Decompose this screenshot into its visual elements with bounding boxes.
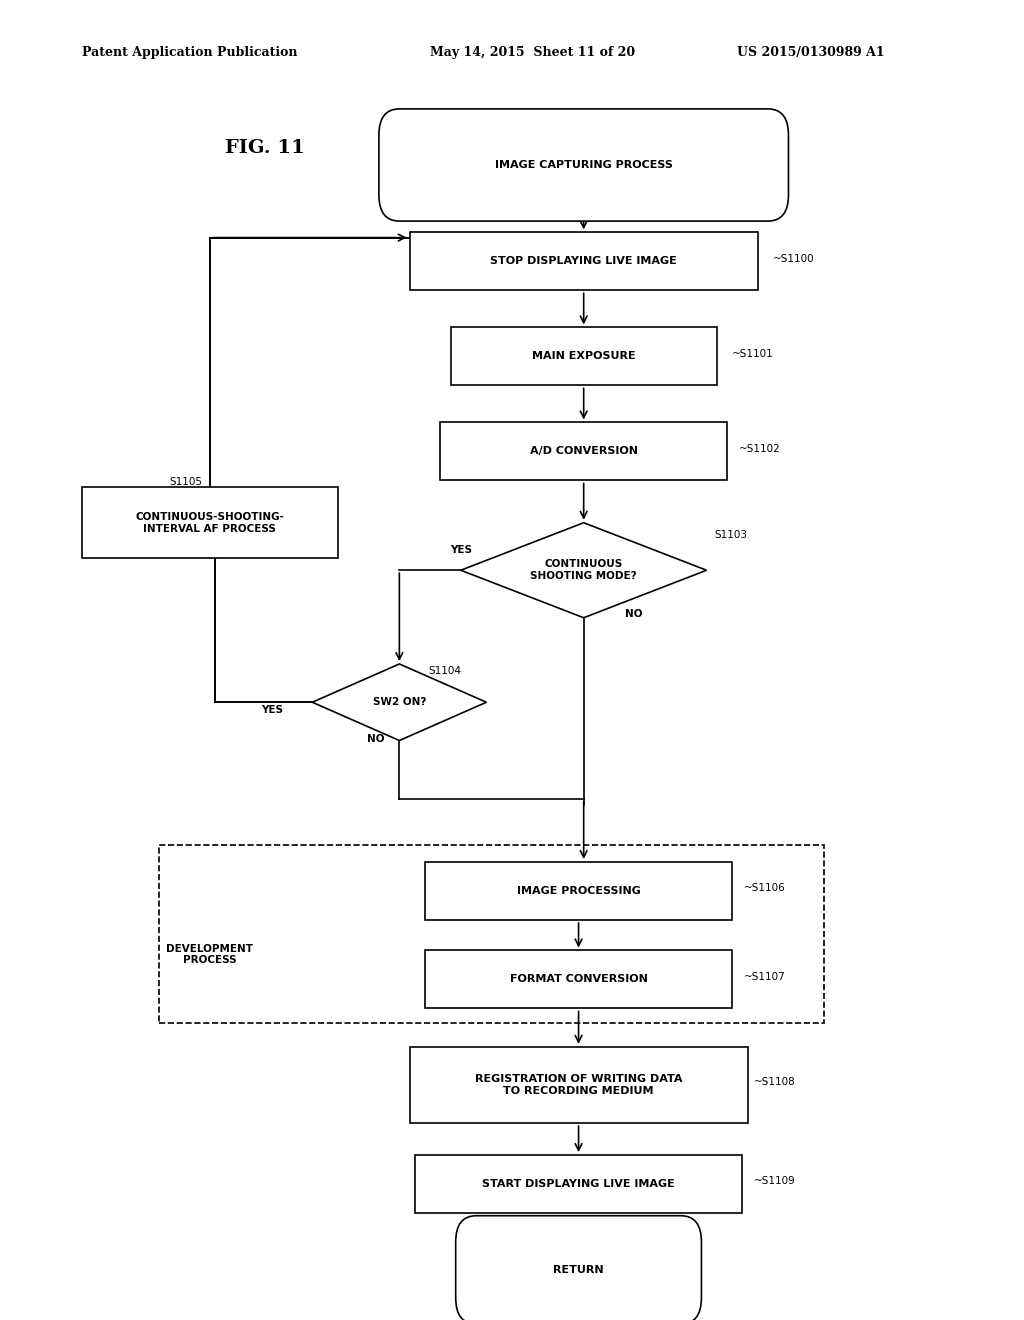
FancyBboxPatch shape — [425, 950, 732, 1008]
FancyBboxPatch shape — [440, 422, 727, 480]
FancyBboxPatch shape — [415, 1155, 742, 1213]
Text: ~S1106: ~S1106 — [743, 883, 785, 894]
FancyBboxPatch shape — [456, 1216, 701, 1320]
Text: NO: NO — [625, 609, 642, 619]
Text: IMAGE PROCESSING: IMAGE PROCESSING — [517, 886, 640, 896]
Text: YES: YES — [451, 545, 472, 556]
Text: YES: YES — [261, 705, 283, 715]
Text: ~S1101: ~S1101 — [732, 348, 774, 359]
Text: DEVELOPMENT
PROCESS: DEVELOPMENT PROCESS — [167, 944, 253, 965]
Text: S1105: S1105 — [169, 477, 202, 487]
Text: FIG. 11: FIG. 11 — [225, 139, 305, 157]
Text: IMAGE CAPTURING PROCESS: IMAGE CAPTURING PROCESS — [495, 160, 673, 170]
Text: CONTINUOUS-SHOOTING-
INTERVAL AF PROCESS: CONTINUOUS-SHOOTING- INTERVAL AF PROCESS — [135, 512, 285, 533]
FancyBboxPatch shape — [379, 110, 788, 220]
Text: ~S1107: ~S1107 — [743, 972, 785, 982]
FancyBboxPatch shape — [82, 487, 338, 558]
Text: May 14, 2015  Sheet 11 of 20: May 14, 2015 Sheet 11 of 20 — [430, 46, 635, 59]
Text: SW2 ON?: SW2 ON? — [373, 697, 426, 708]
FancyBboxPatch shape — [425, 862, 732, 920]
Text: START DISPLAYING LIVE IMAGE: START DISPLAYING LIVE IMAGE — [482, 1179, 675, 1189]
Text: US 2015/0130989 A1: US 2015/0130989 A1 — [737, 46, 885, 59]
Text: ~S1102: ~S1102 — [739, 444, 781, 454]
FancyBboxPatch shape — [159, 845, 824, 1023]
Text: A/D CONVERSION: A/D CONVERSION — [529, 446, 638, 457]
Text: REGISTRATION OF WRITING DATA
TO RECORDING MEDIUM: REGISTRATION OF WRITING DATA TO RECORDIN… — [475, 1074, 682, 1096]
Text: Patent Application Publication: Patent Application Publication — [82, 46, 297, 59]
Text: CONTINUOUS
SHOOTING MODE?: CONTINUOUS SHOOTING MODE? — [530, 560, 637, 581]
FancyBboxPatch shape — [410, 232, 758, 290]
Text: MAIN EXPOSURE: MAIN EXPOSURE — [531, 351, 636, 362]
Text: RETURN: RETURN — [553, 1265, 604, 1275]
Text: ~S1100: ~S1100 — [773, 253, 815, 264]
Text: S1104: S1104 — [428, 665, 461, 676]
Text: STOP DISPLAYING LIVE IMAGE: STOP DISPLAYING LIVE IMAGE — [490, 256, 677, 267]
Text: ~S1108: ~S1108 — [754, 1077, 796, 1088]
FancyBboxPatch shape — [451, 327, 717, 385]
Polygon shape — [461, 523, 707, 618]
Text: FORMAT CONVERSION: FORMAT CONVERSION — [510, 974, 647, 985]
Text: ~S1109: ~S1109 — [754, 1176, 796, 1187]
Text: S1103: S1103 — [715, 529, 748, 540]
Text: NO: NO — [367, 734, 384, 744]
Polygon shape — [312, 664, 486, 741]
FancyBboxPatch shape — [410, 1047, 748, 1123]
